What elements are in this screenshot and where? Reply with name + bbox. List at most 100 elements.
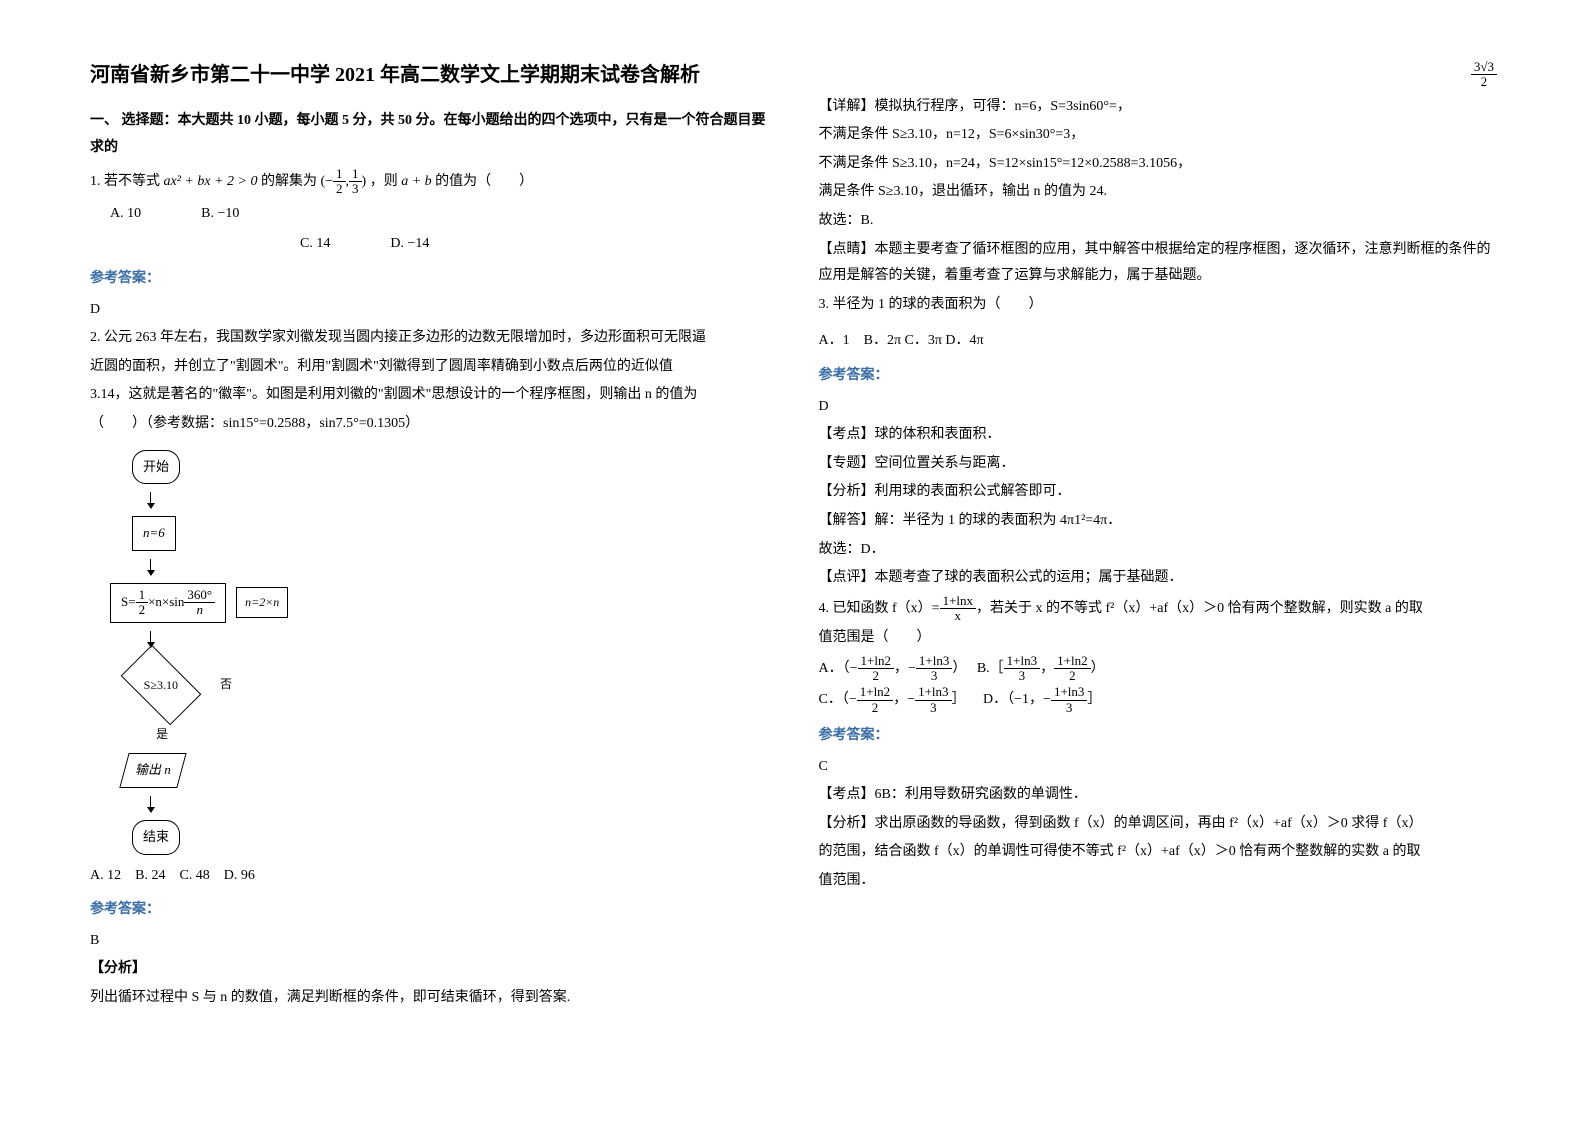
tip-label: 【点睛】 [819, 242, 875, 257]
q1-f1n: 1 [333, 167, 346, 182]
q4-fx: 【分析】求出原函数的导函数，得到函数 f（x）的单调区间，再由 f²（x）+af… [819, 811, 1498, 838]
q1-ab: a + b [401, 174, 431, 189]
q4-a-d2: 3 [916, 669, 952, 683]
q2-line4: （ ）（参考数据：sin15°=0.2588，sin7.5°=0.1305） [90, 411, 769, 438]
q4-t1a: 4. 已知函数 f（x）= [819, 601, 940, 616]
q4-line2: 值范围是（ ） [819, 625, 1498, 652]
d1a: 模拟执行程序，可得：n=6，S=3sin60°= [875, 99, 1117, 114]
q3-zt: 【专题】空间位置关系与距离． [819, 451, 1498, 478]
q2-answer: B [90, 928, 769, 955]
q2-analysis: 列出循环过程中 S 与 n 的数值，满足判断框的条件，即可结束循环，得到答案. [90, 985, 769, 1012]
q1-options: A. 10 B. −10 [110, 201, 769, 228]
fc-yes-label: 是 [156, 723, 769, 746]
top-frac-n: 3√3 [1471, 60, 1497, 75]
fc-formula: S=12×n×sin360°n [110, 583, 226, 623]
q3-fx-label: 【分析】 [819, 484, 875, 499]
fc-arrow-4 [150, 796, 151, 812]
exam-title: 河南省新乡市第二十一中学 2021 年高二数学文上学期期末试卷含解析 [90, 60, 769, 90]
fc-s-frac1: 12 [136, 588, 149, 618]
top-frac-val: 3√32 [1471, 60, 1497, 90]
fc-diamond: S≥3.10 [121, 644, 202, 725]
q3-dp-text: 本题考查了球的表面积公式的运用；属于基础题． [875, 570, 1183, 585]
fc-no-label: 否 [220, 673, 232, 696]
q4-fx-label: 【分析】 [819, 816, 875, 831]
q4-c-d2: 3 [915, 701, 951, 715]
tip: 【点睛】本题主要考查了循环框图的应用，其中解答中根据给定的程序框图，逐次循环，注… [819, 237, 1498, 290]
q1-f2d: 3 [349, 182, 362, 196]
fc-formula-row: S=12×n×sin360°n n=2×n [110, 575, 769, 631]
q1-opt-d: D. −14 [390, 231, 429, 258]
q1-opt-c: C. 14 [300, 231, 330, 258]
fc-s-frac2: 360°n [184, 588, 215, 618]
top-frac-d: 2 [1471, 75, 1497, 89]
fc-output-text: 输出 n [135, 758, 171, 783]
q1-answer-label: 参考答案： [90, 266, 769, 293]
detail-line-1: 【详解】模拟执行程序，可得：n=6，S=3sin60°=， [819, 94, 1498, 121]
q4-a-f1: 1+ln22 [858, 654, 894, 684]
section-1-heading: 一、 选择题：本大题共 10 小题，每小题 5 分，共 50 分。在每小题给出的… [90, 108, 769, 161]
q1-answer: D [90, 297, 769, 324]
fc-s-n: 1 [136, 588, 149, 603]
q4-c-f1: 1+ln22 [857, 685, 893, 715]
q4-b-d1: 3 [1004, 669, 1040, 683]
fc-output: 输出 n [119, 753, 186, 788]
detail-line-5: 故选：B. [819, 208, 1498, 235]
q3-opts: A．1 B．2π C．3π D．4π [819, 328, 1498, 355]
q2-line2: 近圆的面积，并创立了"割圆术"。利用"割圆术"刘徽得到了圆周率精确到小数点后两位… [90, 354, 769, 381]
q4-a-n1: 1+ln2 [858, 654, 894, 669]
q4-d-pre: D．（−1，− [983, 692, 1051, 707]
q4-b-n2: 1+ln2 [1054, 654, 1090, 669]
q1-paren-l: (− [320, 174, 333, 189]
q4-a-post: ） [952, 661, 966, 676]
q1-frac2: 13 [349, 167, 362, 197]
q4-line1: 4. 已知函数 f（x）=1+lnxx，若关于 x 的不等式 f²（x）+af（… [819, 594, 1498, 624]
q1-prefix: 1. 若不等式 [90, 174, 160, 189]
q4-b-post: ） [1091, 661, 1105, 676]
q3-dp-label: 【点评】 [819, 570, 875, 585]
fc-n6-text: n=6 [143, 525, 165, 540]
q2-opts: A. 12 B. 24 C. 48 D. 96 [90, 863, 769, 890]
q1-options-2: C. 14 D. −14 [110, 231, 769, 258]
tip-text: 本题主要考查了循环框图的应用，其中解答中根据给定的程序框图，逐次循环，注意判断框… [819, 242, 1491, 284]
q3-jd: 【解答】解：半径为 1 的球的表面积为 4π1²=4π． [819, 508, 1498, 535]
q2-answer-label: 参考答案： [90, 897, 769, 924]
q1-opt-spacer [110, 231, 240, 258]
q4-b-d2: 2 [1054, 669, 1090, 683]
q4-fx1: 求出原函数的导函数，得到函数 f（x）的单调区间，再由 f²（x）+af（x）＞… [875, 816, 1423, 831]
flowchart: 开始 n=6 S=12×n×sin360°n n=2×n S≥3.10 否 是 … [110, 450, 769, 855]
detail-line-2: 不满足条件 S≥3.10，n=12，S=6×sin30°=3， [819, 122, 1498, 149]
q4-a-n2: 1+ln3 [916, 654, 952, 669]
q3-answer-label: 参考答案： [819, 363, 1498, 390]
detail-label: 【详解】 [819, 99, 875, 114]
q4-c-mid: ，− [893, 692, 915, 707]
q4-c-post: ］ [952, 692, 966, 707]
fc-arrow-1 [150, 492, 151, 508]
q1-f1d: 2 [333, 182, 346, 196]
q4-d-f1: 1+ln33 [1051, 685, 1087, 715]
q4-answer-label: 参考答案： [819, 723, 1498, 750]
q4-c-n2: 1+ln3 [915, 685, 951, 700]
q4-answer: C [819, 754, 1498, 781]
fc-arrow-2 [150, 559, 151, 575]
q3-fx-text: 利用球的表面积公式解答即可． [875, 484, 1071, 499]
q3-dp: 【点评】本题考查了球的表面积公式的运用；属于基础题． [819, 565, 1498, 592]
q3-gx: 故选：D． [819, 537, 1498, 564]
q1-mid1: 的解集为 [261, 174, 317, 189]
q3-jd-label: 【解答】 [819, 513, 875, 528]
q2-line1: 2. 公元 263 年左右，我国数学家刘徽发现当圆内接正多边形的边数无限增加时，… [90, 325, 769, 352]
q4-main-frac: 1+lnxx [940, 594, 976, 624]
detail-line-4: 满足条件 S≥3.10，退出循环，输出 n 的值为 24. [819, 179, 1498, 206]
fc-s-d: 2 [136, 603, 149, 617]
q4-fx2: 的范围，结合函数 f（x）的单调性可得使不等式 f²（x）+af（x）＞0 恰有… [819, 839, 1498, 866]
q3-kd-label: 【考点】 [819, 427, 875, 442]
q4-b-pre: B.［ [977, 661, 1004, 676]
q3-jd-text: 解：半径为 1 的球的表面积为 4π1²=4π． [875, 513, 1122, 528]
q4-b-n1: 1+ln3 [1004, 654, 1040, 669]
q4-opts-ab: A．（−1+ln22，−1+ln33） B.［1+ln33，1+ln22） [819, 654, 1498, 684]
right-column: 3√32 【详解】模拟执行程序，可得：n=6，S=3sin60°=， 不满足条件… [819, 60, 1498, 1082]
q3-zt-text: 空间位置关系与距离． [875, 456, 1015, 471]
q1-mid2: ，则 [370, 174, 398, 189]
q1-paren-r: ) [362, 174, 367, 189]
q1-set: (−12,13) [320, 174, 369, 189]
q4-t1b: ，若关于 x 的不等式 f²（x）+af（x）＞0 恰有两个整数解，则实数 a … [976, 601, 1423, 616]
